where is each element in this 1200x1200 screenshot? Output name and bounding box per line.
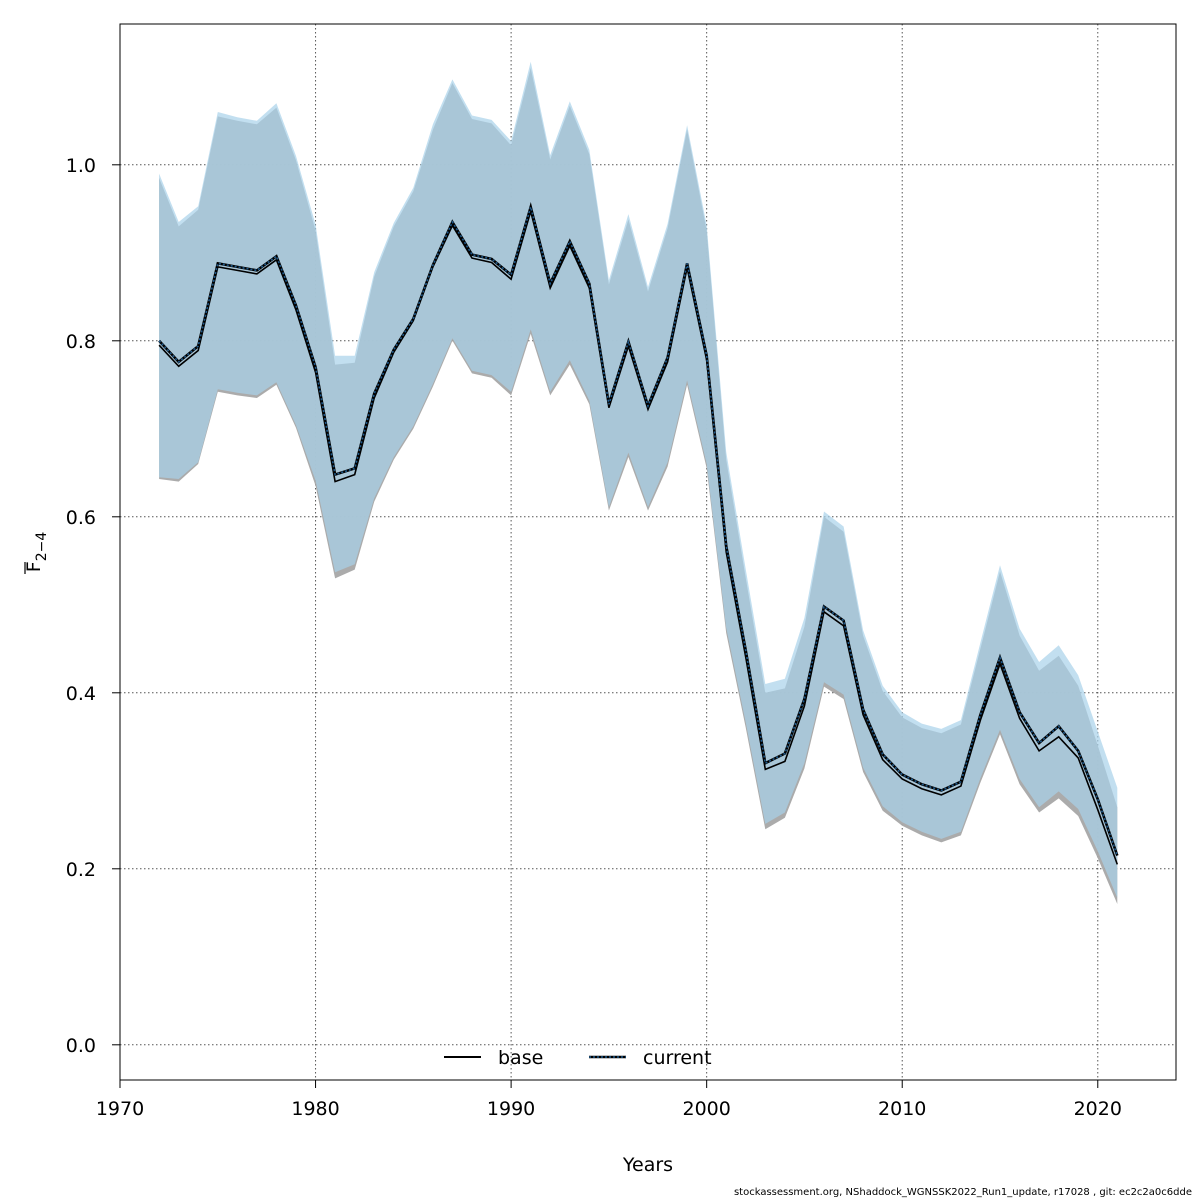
band-current	[159, 61, 1118, 898]
confidence-bands	[159, 61, 1118, 904]
x-tick-label: 1970	[96, 1098, 144, 1120]
plot-border	[119, 23, 1177, 1081]
y-axis-label: F2−4	[23, 532, 50, 574]
svg-text:F2−4: F2−4	[23, 532, 50, 573]
x-tick-label: 2000	[682, 1098, 730, 1120]
axes: 1970 1980 1990 2000 2010 2020 0.0 0.2 0.4 0.6 0.8 1…	[66, 155, 1122, 1120]
y-tick-label: 0.0	[66, 1035, 96, 1057]
y-tick-label: 1.0	[66, 155, 96, 177]
y-axis-label-main: F	[23, 561, 45, 572]
y-tick-label: 0.2	[66, 859, 96, 881]
footer-caption: stockassessment.org, NShaddock_WGNSSK202…	[733, 1187, 1192, 1198]
x-tick-label: 2020	[1074, 1098, 1122, 1120]
y-tick-label: 0.4	[66, 683, 96, 705]
line-current-outline	[158, 202, 1119, 857]
legend-label-base: base	[498, 1047, 543, 1069]
y-axis-label-sub: 2−4	[34, 532, 50, 562]
x-axis-label: Years	[622, 1154, 673, 1176]
legend: base current	[444, 1047, 712, 1069]
x-tick-label: 1990	[487, 1098, 535, 1120]
y-tick-label: 0.6	[66, 507, 96, 529]
series-lines	[158, 202, 1119, 865]
x-tick-label: 2010	[878, 1098, 926, 1120]
y-tick-label: 0.8	[66, 331, 96, 353]
legend-label-current: current	[643, 1047, 712, 1069]
plot-frame	[119, 23, 1177, 1081]
x-tick-label: 1980	[291, 1098, 339, 1120]
